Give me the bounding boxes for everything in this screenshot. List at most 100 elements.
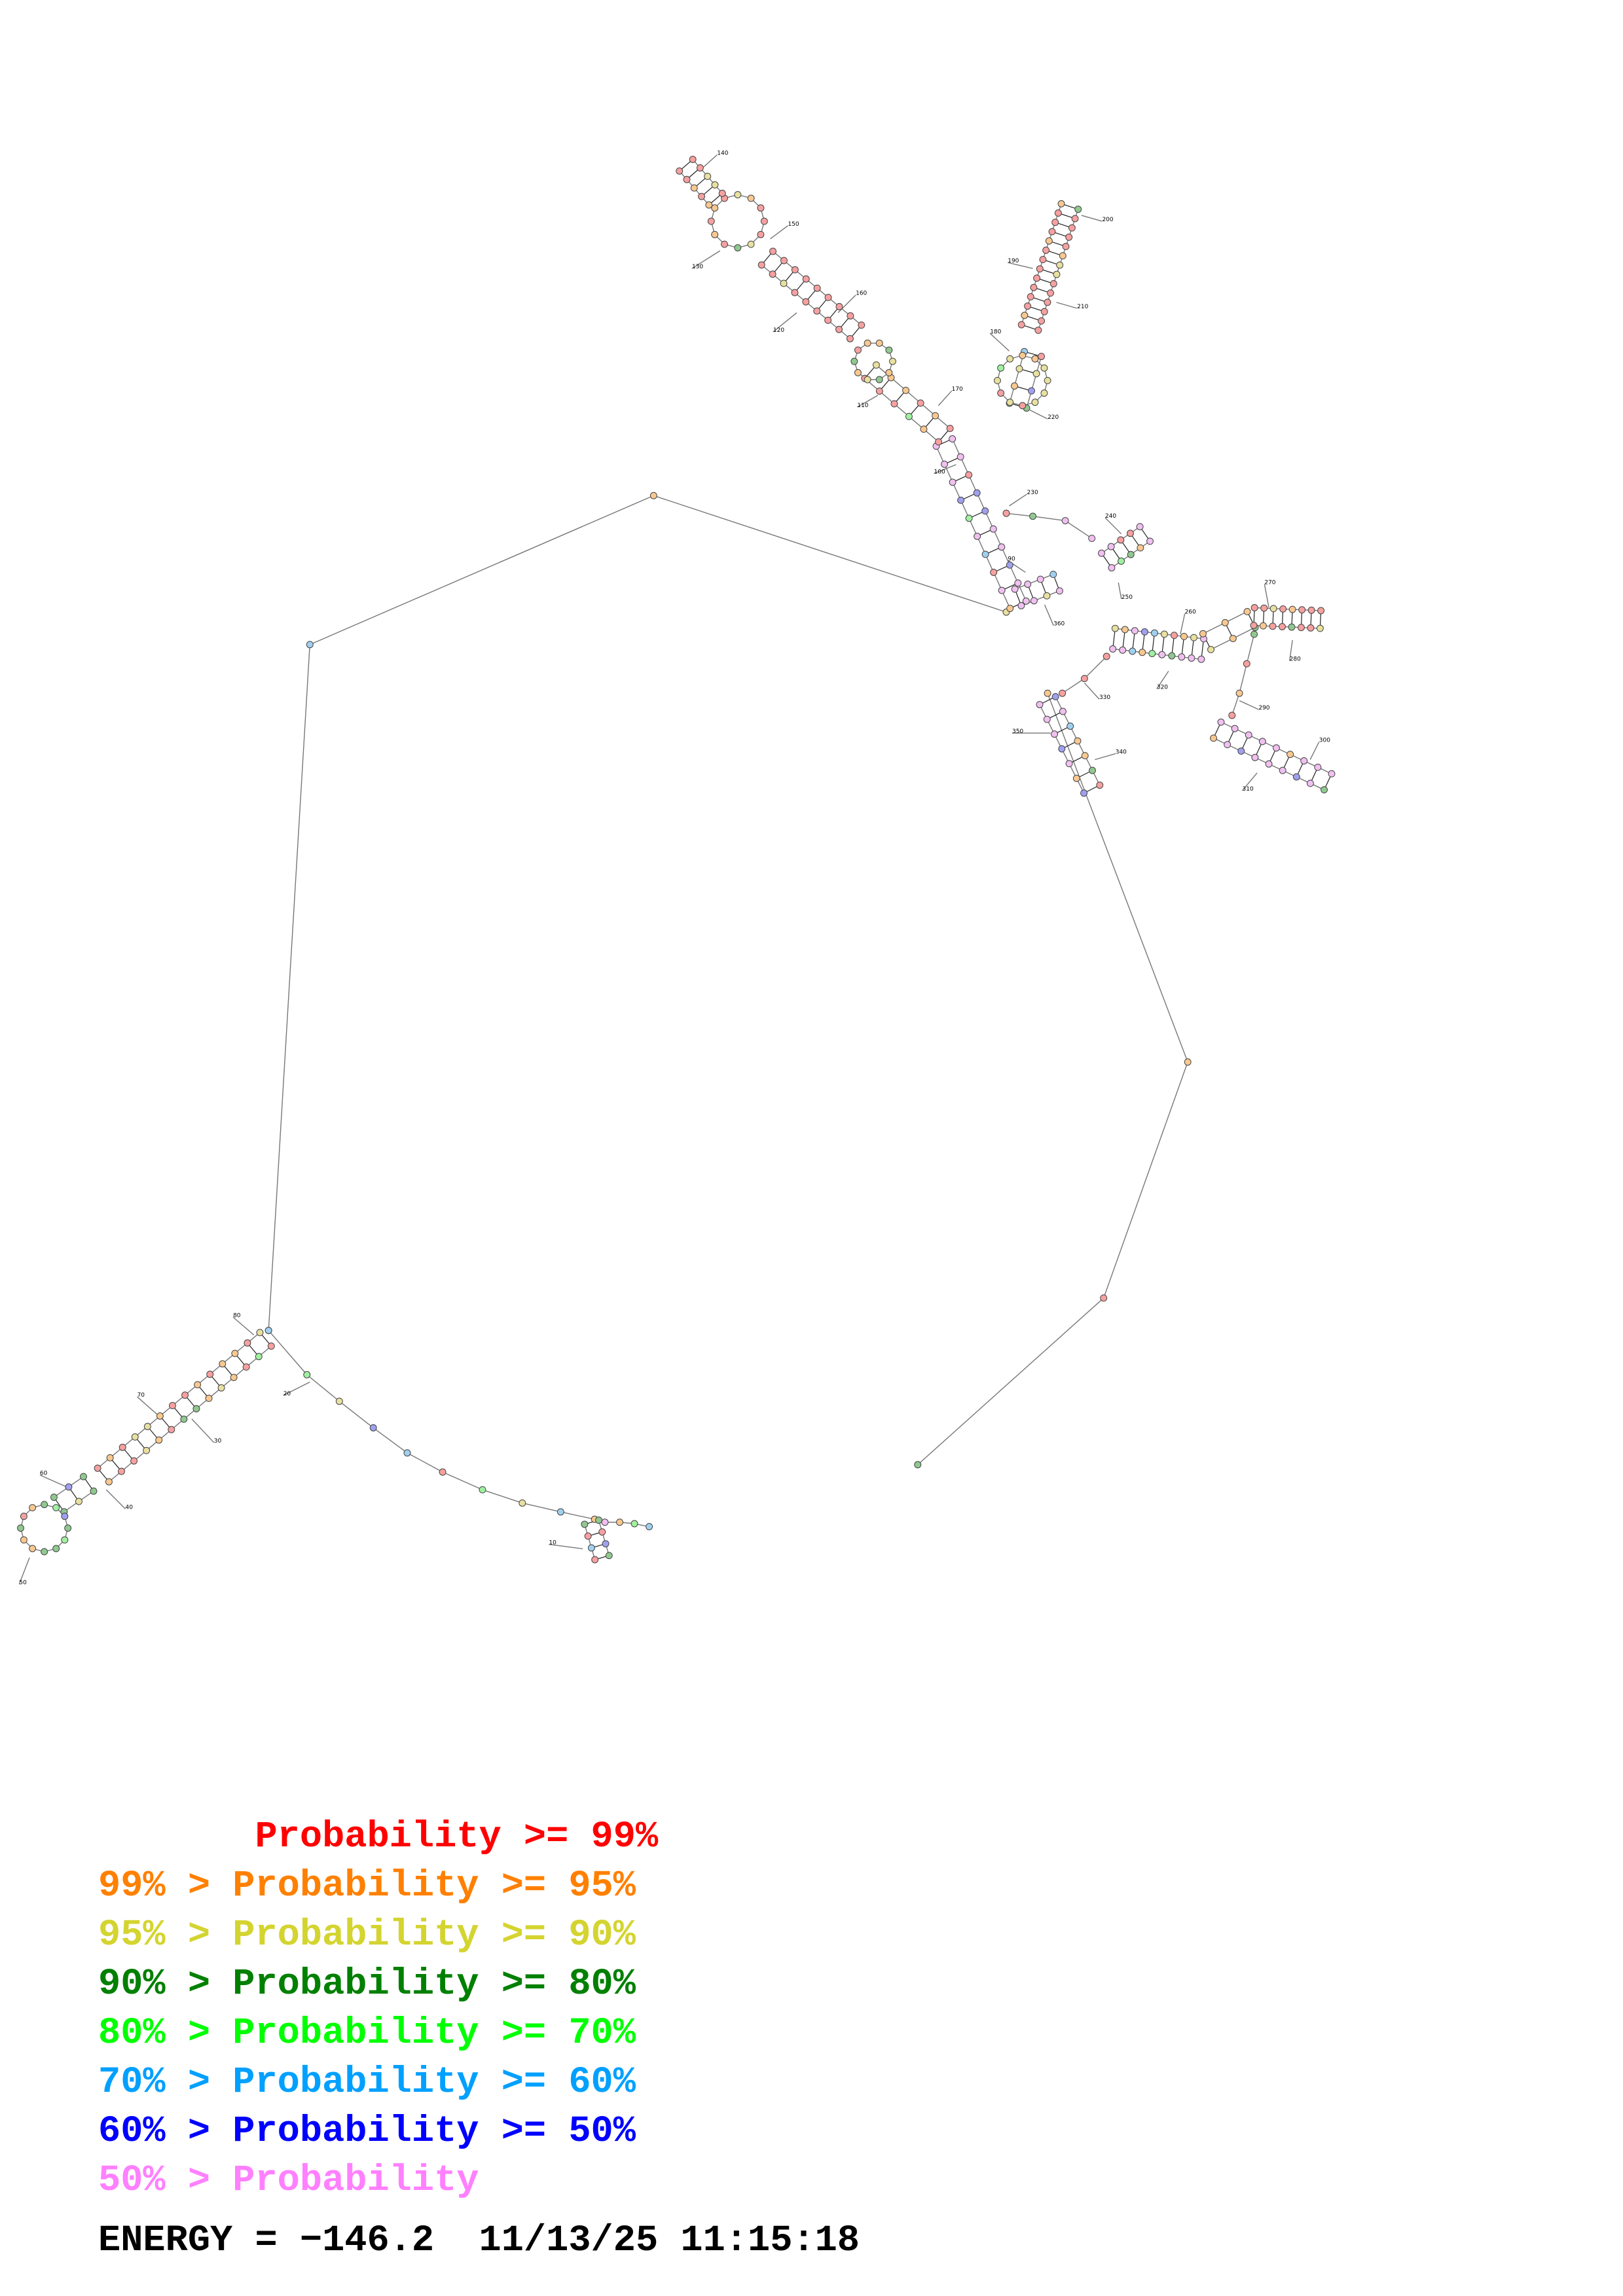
nucleotide (711, 204, 719, 212)
legend-row: 60% > Probability >= 50% (98, 2108, 658, 2157)
nucleotide (1034, 327, 1042, 334)
nucleotide (1088, 535, 1096, 543)
nucleotide (1317, 607, 1325, 615)
legend-row: Probability >= 99% (98, 1813, 658, 1862)
nucleotide (885, 346, 893, 354)
backbone-segment (989, 332, 1010, 351)
nucleotide (1243, 607, 1251, 615)
backbone-segment (268, 1330, 308, 1375)
nucleotide (264, 1327, 272, 1335)
position-label: 70 (137, 1392, 145, 1399)
nucleotide (1006, 355, 1014, 363)
nucleotide (1036, 265, 1044, 273)
nucleotide (1269, 622, 1277, 630)
nucleotide (1131, 627, 1139, 635)
nucleotide (957, 453, 964, 461)
nucleotide (131, 1433, 139, 1441)
nucleotide (888, 357, 896, 365)
legend-text: Probability >= 60% (232, 2062, 636, 2104)
legend-row: 70% > Probability >= 60% (98, 2058, 658, 2108)
nucleotide (1042, 246, 1050, 254)
nucleotide (20, 1513, 27, 1520)
nucleotide (1298, 606, 1306, 614)
nucleotide (1288, 623, 1296, 631)
nucleotide (1059, 708, 1067, 715)
nucleotide (1032, 370, 1040, 378)
nucleotide (1119, 646, 1127, 654)
position-label: 100 (934, 469, 945, 475)
position-label: 300 (1319, 738, 1330, 744)
legend-prefix: 95% > (98, 1914, 233, 1956)
position-label: 350 (1012, 728, 1023, 735)
legend-row: 95% > Probability >= 90% (98, 1911, 658, 1960)
nucleotide (1121, 626, 1129, 634)
nucleotide (1129, 647, 1137, 655)
nucleotide (1056, 261, 1064, 269)
nucleotide (1250, 604, 1258, 611)
nucleotide (721, 240, 728, 248)
energy-readout: ENERGY = −146.2 11/13/25 11:15:18 (98, 2220, 860, 2262)
nucleotide (1019, 402, 1027, 410)
nucleotide (747, 194, 755, 202)
position-label: 360 (1053, 621, 1065, 628)
nucleotide (1044, 298, 1051, 306)
nucleotide (1059, 689, 1067, 697)
rna-structure-diagram: 10 20 30 40 50 60 70 80 90 100 110 120 130 140 150 160 1… (17, 151, 1336, 1586)
backbone-segment (1118, 583, 1122, 600)
nucleotide (1297, 624, 1305, 632)
nucleotide (875, 387, 883, 395)
position-label: 270 (1264, 579, 1275, 586)
nucleotide (920, 425, 928, 433)
nucleotide (194, 1381, 202, 1389)
position-label: 170 (952, 386, 963, 393)
backbone-segment (1032, 516, 1066, 522)
backbone-segment (309, 495, 654, 645)
backbone-segment (1104, 517, 1122, 535)
backbone-segment (1211, 637, 1233, 651)
nucleotide (1015, 365, 1023, 372)
nucleotide (94, 1464, 101, 1472)
position-label: 90 (1008, 556, 1015, 562)
nucleotide (1080, 789, 1088, 797)
position-label: 290 (1258, 705, 1269, 711)
nucleotide (1137, 544, 1144, 552)
legend-text: Probability (232, 2160, 479, 2202)
nucleotide (802, 275, 810, 283)
nucleotide (1278, 623, 1286, 630)
nucleotide (1235, 689, 1243, 697)
nucleotide (854, 368, 862, 376)
backbone-segment (1095, 753, 1116, 761)
legend-text: Probability >= 99% (255, 1816, 659, 1858)
nucleotide (1065, 233, 1073, 241)
nucleotide (118, 1467, 125, 1475)
nucleotide (885, 368, 893, 376)
nucleotide (231, 1350, 239, 1357)
nucleotide (824, 293, 832, 301)
nucleotide (1051, 692, 1059, 700)
position-label: 180 (990, 329, 1001, 335)
backbone-segment (917, 1297, 1104, 1465)
nucleotide (20, 1536, 27, 1544)
nucleotide (981, 507, 989, 515)
nucleotide (591, 1556, 599, 1564)
nucleotide (1051, 219, 1059, 226)
position-label: 220 (1048, 414, 1059, 421)
legend-text: Probability >= 90% (232, 1914, 636, 1956)
nucleotide (780, 257, 788, 264)
nucleotide (1062, 243, 1070, 251)
nucleotide (1074, 737, 1082, 745)
legend-row: 80% > Probability >= 70% (98, 2009, 658, 2058)
nucleotide (1006, 605, 1014, 613)
nucleotide (595, 1516, 602, 1524)
nucleotide (1011, 585, 1019, 593)
nucleotide (696, 164, 704, 171)
nucleotide (1044, 376, 1051, 384)
nucleotide (1080, 675, 1088, 683)
nucleotide (1067, 723, 1074, 730)
backbone-segment (373, 1427, 408, 1454)
position-label: 280 (1290, 656, 1301, 663)
backbone-segment (549, 1543, 583, 1550)
nucleotide (1250, 630, 1258, 638)
nucleotide (791, 266, 799, 274)
backbone-segment (482, 1489, 523, 1504)
